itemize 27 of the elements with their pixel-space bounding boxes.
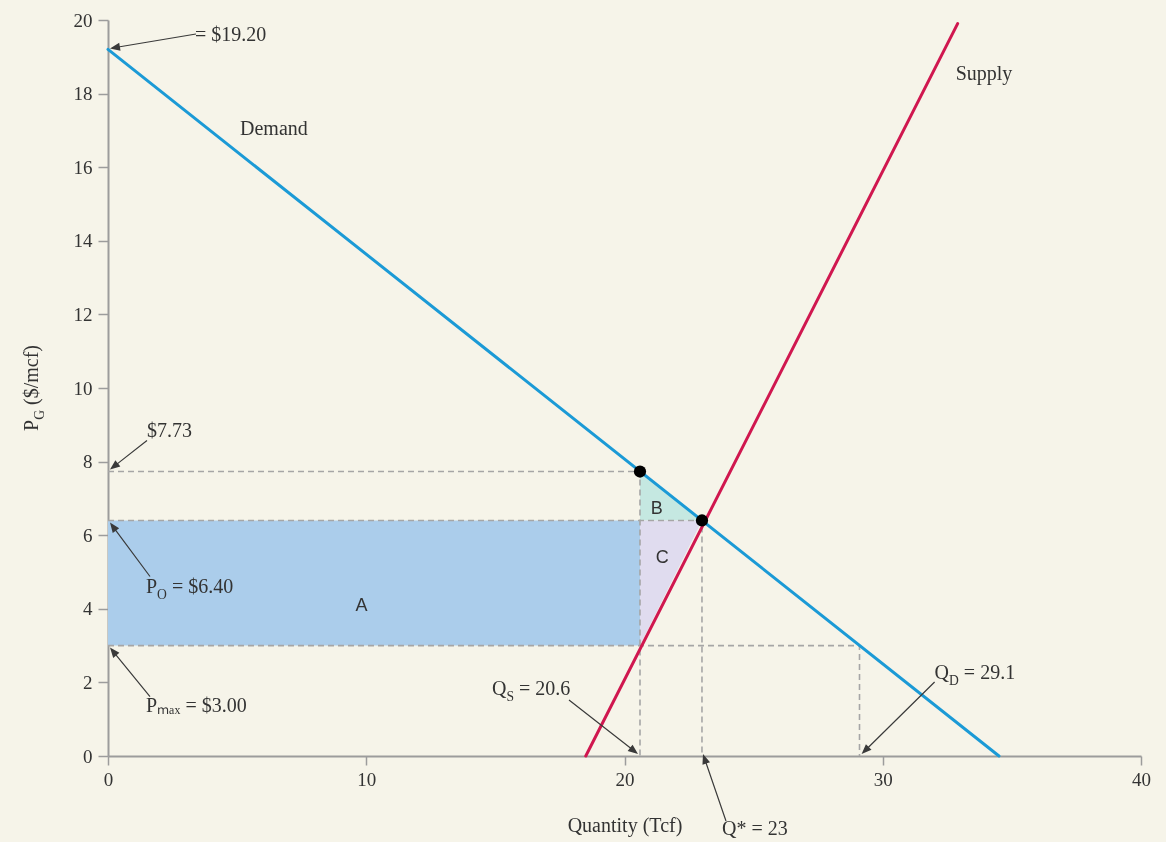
y-tick-label: 16 — [73, 156, 93, 178]
y-tick-label: 6 — [83, 524, 93, 546]
series-label: Supply — [955, 61, 1013, 85]
y-tick-label: 12 — [73, 303, 93, 325]
annotation: $7.73 — [147, 418, 192, 441]
x-tick-label: 20 — [615, 768, 635, 790]
annotation: A — [355, 595, 368, 616]
y-tick-label: 18 — [73, 83, 93, 105]
x-tick-label: 0 — [103, 768, 114, 790]
x-axis-title: Quantity (Tcf) — [567, 813, 683, 837]
y-tick-label: 10 — [73, 377, 93, 399]
annotation: = $19.20 — [195, 23, 267, 45]
y-tick-label: 0 — [83, 745, 93, 767]
annotation: C — [655, 547, 669, 568]
y-tick-label: 2 — [83, 671, 93, 693]
x-tick-label: 10 — [357, 768, 377, 790]
y-tick-label: 4 — [83, 598, 93, 620]
y-tick-label: 8 — [83, 451, 93, 473]
x-tick-label: 40 — [1132, 768, 1151, 790]
y-axis-title: PG ($/mcf) — [20, 345, 47, 431]
series-label: Demand — [240, 117, 308, 140]
y-tick-label: 20 — [73, 9, 93, 31]
annotation: Pₘₐₓ = $3.00 — [146, 693, 247, 716]
x-tick-label: 30 — [873, 768, 893, 790]
text: Q* = 23 — [722, 817, 788, 839]
y-tick-label: 14 — [73, 230, 93, 252]
annotation: B — [650, 498, 663, 519]
